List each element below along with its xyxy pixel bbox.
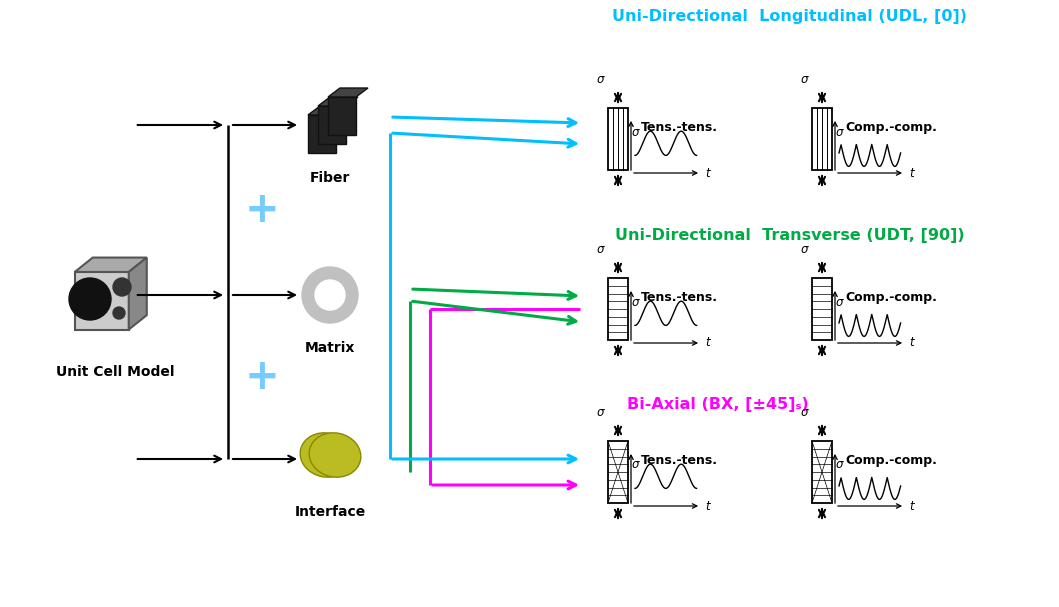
- Text: σ: σ: [596, 406, 604, 419]
- Text: σ: σ: [801, 243, 808, 256]
- Text: t: t: [909, 166, 914, 180]
- Text: Fiber: Fiber: [310, 171, 351, 185]
- Circle shape: [113, 278, 131, 296]
- Text: σ: σ: [836, 126, 844, 138]
- Circle shape: [315, 280, 345, 310]
- Text: Uni-Directional  Longitudinal (UDL, [0]): Uni-Directional Longitudinal (UDL, [0]): [612, 10, 968, 24]
- Text: σ: σ: [836, 458, 844, 472]
- Text: t: t: [705, 336, 710, 350]
- Polygon shape: [308, 115, 336, 153]
- Polygon shape: [129, 257, 147, 330]
- Text: σ: σ: [596, 73, 604, 86]
- Polygon shape: [75, 272, 129, 330]
- Polygon shape: [328, 97, 356, 135]
- Text: Comp.-comp.: Comp.-comp.: [845, 454, 937, 467]
- Bar: [608, 278, 628, 340]
- Text: Comp.-comp.: Comp.-comp.: [845, 291, 937, 304]
- Text: Unit Cell Model: Unit Cell Model: [56, 365, 175, 379]
- Text: Bi-Axial (BX, [±45]ₛ): Bi-Axial (BX, [±45]ₛ): [627, 398, 809, 413]
- Text: σ: σ: [836, 296, 844, 308]
- Text: σ: σ: [632, 296, 640, 308]
- Text: Uni-Directional  Transverse (UDT, [90]): Uni-Directional Transverse (UDT, [90]): [615, 228, 965, 243]
- Polygon shape: [328, 88, 367, 97]
- Text: σ: σ: [801, 406, 808, 419]
- Bar: [812, 108, 832, 170]
- Bar: [812, 278, 832, 340]
- Polygon shape: [318, 97, 358, 106]
- Bar: [608, 441, 628, 503]
- Text: Interface: Interface: [294, 505, 365, 519]
- Polygon shape: [75, 257, 147, 272]
- Circle shape: [113, 307, 125, 319]
- Text: σ: σ: [596, 243, 604, 256]
- Circle shape: [69, 278, 111, 320]
- Text: σ: σ: [801, 73, 808, 86]
- Polygon shape: [308, 106, 348, 115]
- Text: Tens.-tens.: Tens.-tens.: [641, 121, 718, 134]
- Text: Tens.-tens.: Tens.-tens.: [641, 291, 718, 304]
- Text: Tens.-tens.: Tens.-tens.: [641, 454, 718, 467]
- Text: t: t: [705, 500, 710, 512]
- Text: σ: σ: [632, 126, 640, 138]
- Text: t: t: [705, 166, 710, 180]
- Text: Comp.-comp.: Comp.-comp.: [845, 121, 937, 134]
- Text: σ: σ: [632, 458, 640, 472]
- Polygon shape: [318, 106, 346, 144]
- Ellipse shape: [300, 433, 352, 477]
- Text: t: t: [909, 500, 914, 512]
- Text: Matrix: Matrix: [305, 341, 355, 355]
- Bar: [608, 108, 628, 170]
- Text: t: t: [909, 336, 914, 350]
- Bar: [812, 441, 832, 503]
- Circle shape: [302, 267, 358, 323]
- Text: +: +: [245, 356, 280, 398]
- Ellipse shape: [309, 433, 361, 477]
- Text: +: +: [245, 189, 280, 231]
